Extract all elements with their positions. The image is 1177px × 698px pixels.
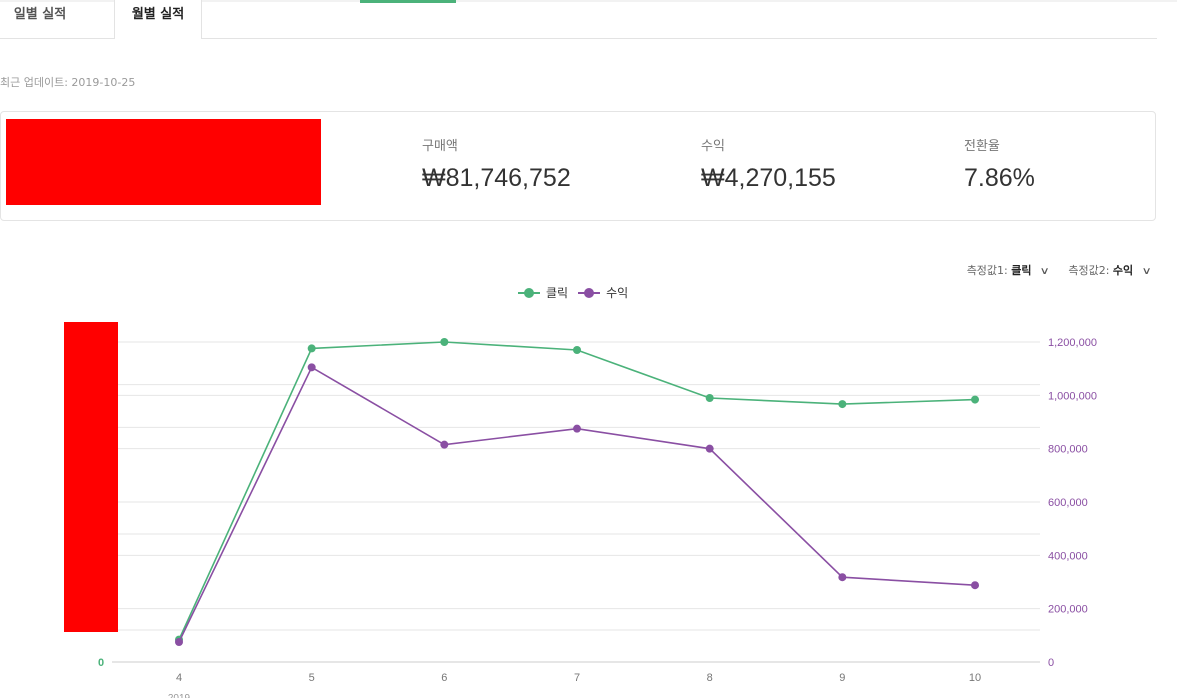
series-line <box>178 366 976 643</box>
right-axis-tick-label: 200,000 <box>1048 604 1088 616</box>
right-axis-tick-label: 0 <box>1048 657 1054 669</box>
x-axis-tick-label: 8 <box>707 672 713 684</box>
tab-bar: 일별 실적 월별 실적 <box>0 0 1157 39</box>
data-point <box>971 581 980 590</box>
chevron-down-icon: ∨ <box>1039 266 1050 277</box>
legend-label: 클릭 <box>546 286 569 300</box>
metric-value: ₩81,746,752 <box>422 164 571 192</box>
data-point <box>440 338 449 346</box>
tab-daily[interactable]: 일별 실적 <box>13 7 67 22</box>
metric1-value: 클릭 <box>1011 264 1032 277</box>
metric2-prefix: 측정값2: <box>1068 264 1110 277</box>
tab-monthly[interactable]: 월별 실적 <box>114 0 202 39</box>
x-axis-tick-label: 9 <box>839 672 845 684</box>
series-line <box>178 341 976 640</box>
right-axis-tick-label: 1,200,000 <box>1048 337 1097 349</box>
x-axis-tick-label: 7 <box>574 672 580 684</box>
x-axis-year-label: 2019 <box>168 693 191 698</box>
right-axis-tick-label: 400,000 <box>1048 550 1088 562</box>
top-border <box>0 0 1177 2</box>
metric-label: 수익 <box>701 139 725 154</box>
redacted-block <box>6 119 321 205</box>
chevron-down-icon: ∨ <box>1141 266 1152 277</box>
data-point <box>440 440 449 449</box>
last-update-text: 최근 업데이트: 2019-10-25 <box>0 76 136 89</box>
metric-purchase: 구매액 ₩81,746,752 <box>422 135 571 193</box>
metric-value: ₩4,270,155 <box>701 164 836 192</box>
chart-legend: 클릭 수익 <box>518 284 628 301</box>
legend-marker-icon <box>518 287 540 299</box>
metric2-dropdown[interactable]: 측정값2: 수익 ∨ <box>1068 262 1152 278</box>
legend-marker-icon <box>578 287 601 299</box>
x-axis-tick-label: 4 <box>176 672 182 684</box>
data-point <box>971 395 980 404</box>
metric-revenue: 수익 ₩4,270,155 <box>701 135 836 193</box>
legend-label: 수익 <box>606 286 629 300</box>
metric-value: 7.86% <box>964 164 1035 192</box>
data-point <box>307 344 316 353</box>
metric2-value: 수익 <box>1112 264 1134 277</box>
x-axis-tick-label: 6 <box>441 672 447 684</box>
data-point <box>307 363 316 372</box>
data-point <box>175 638 183 646</box>
metric-label: 전환율 <box>964 139 1000 154</box>
metric-selectors: 측정값1: 클릭 ∨ 측정값2: 수익 ∨ <box>966 262 1152 278</box>
left-axis-tick-label: 0 <box>98 657 104 669</box>
right-axis-tick-label: 1,000,000 <box>1048 390 1097 402</box>
x-axis-tick-label: 5 <box>309 672 315 684</box>
data-point <box>573 424 582 433</box>
right-axis-tick-label: 600,000 <box>1048 497 1088 509</box>
metric-conversion: 전환율 7.86% <box>964 135 1035 193</box>
data-point <box>705 394 714 402</box>
data-point <box>573 346 582 354</box>
legend-item-clicks[interactable]: 클릭 <box>518 284 568 301</box>
data-point <box>838 573 847 582</box>
legend-item-revenue[interactable]: 수익 <box>578 284 628 301</box>
metric1-dropdown[interactable]: 측정값1: 클릭 ∨ <box>966 262 1050 278</box>
summary-card: 구매액 ₩81,746,752 수익 ₩4,270,155 전환율 7.86% <box>0 111 1156 221</box>
metric1-prefix: 측정값1: <box>966 264 1008 277</box>
redacted-axis-block <box>64 322 118 632</box>
right-axis-tick-label: 800,000 <box>1048 444 1088 456</box>
metric-label: 구매액 <box>422 139 458 154</box>
data-point <box>838 400 847 409</box>
x-axis-tick-label: 10 <box>969 672 981 684</box>
line-chart: 0 200,000 400,000 600,000 800,000 1,000,000 1,… <box>98 337 1097 698</box>
data-point <box>705 444 714 453</box>
top-accent-bar <box>360 0 456 3</box>
